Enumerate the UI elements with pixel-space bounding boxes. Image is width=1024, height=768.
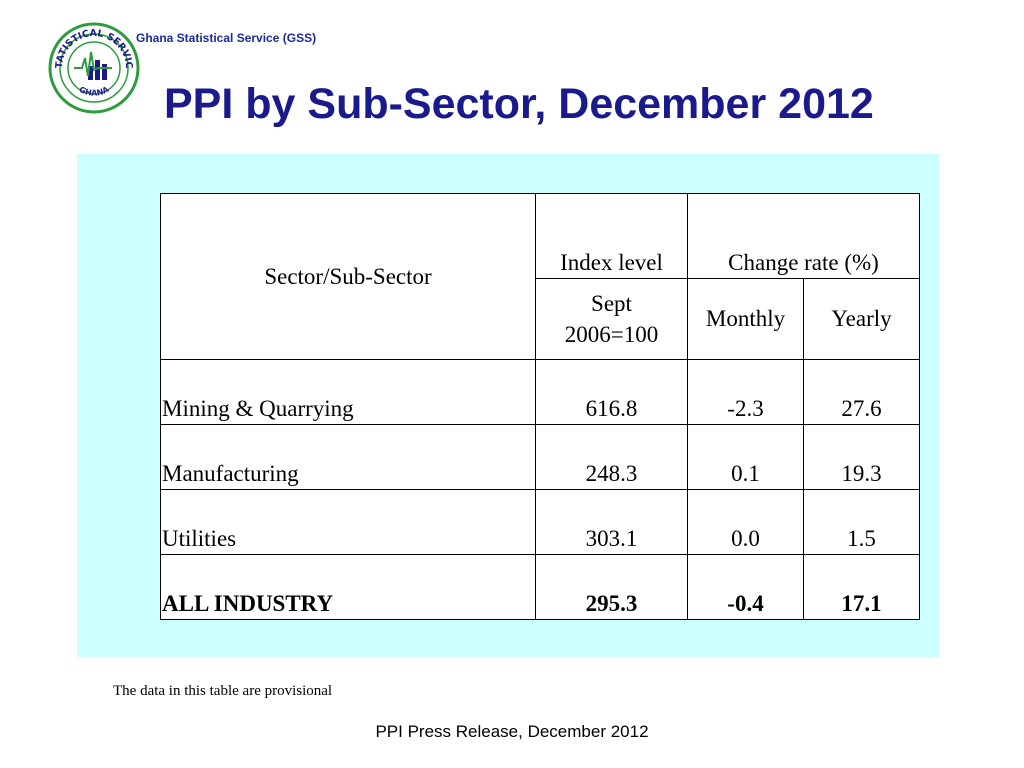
subheader-base-line1: Sept [591, 290, 632, 316]
row-monthly-value: -0.4 [687, 554, 804, 620]
table-row: Manufacturing 248.3 0.1 19.3 [160, 424, 920, 490]
table-header-row: Sector/Sub-Sector Index level Change rat… [160, 193, 920, 360]
subheader-base-line2: 2006=100 [564, 322, 659, 347]
row-yearly-value: 1.5 [803, 489, 920, 555]
row-index-value: 248.3 [535, 424, 688, 490]
row-index-value: 295.3 [535, 554, 688, 620]
row-sector-name: Manufacturing [160, 424, 536, 490]
slide-title: PPI by Sub-Sector, December 2012 [164, 80, 874, 128]
row-yearly-value: 27.6 [803, 359, 920, 425]
subheader-monthly: Monthly [687, 278, 804, 360]
svg-text:GHANA: GHANA [78, 85, 111, 98]
subheader-yearly: Yearly [803, 278, 920, 360]
row-index-value: 303.1 [535, 489, 688, 555]
header-change-rate: Change rate (%) [687, 193, 920, 279]
footnote: The data in this table are provisional [113, 683, 333, 699]
header-index-level: Index level [535, 193, 688, 279]
org-name: Ghana Statistical Service (GSS) [136, 31, 317, 45]
table-row: Utilities 303.1 0.0 1.5 [160, 489, 920, 555]
row-sector-name: Mining & Quarrying [160, 359, 536, 425]
row-sector-name: Utilities [160, 489, 536, 555]
logo-ring-text-bottom: GHANA [78, 85, 111, 98]
row-sector-name: ALL INDUSTRY [160, 554, 536, 620]
table-row-total: ALL INDUSTRY 295.3 -0.4 17.1 [160, 554, 920, 620]
slide-footer: PPI Press Release, December 2012 [375, 722, 649, 741]
header-sector: Sector/Sub-Sector [160, 193, 536, 360]
table-row: Mining & Quarrying 616.8 -2.3 27.6 [160, 359, 920, 425]
row-monthly-value: 0.1 [687, 424, 804, 490]
row-monthly-value: 0.0 [687, 489, 804, 555]
ppi-table: Sector/Sub-Sector Index level Change rat… [160, 193, 920, 620]
subheader-base-period: Sept 2006=100 [535, 278, 688, 360]
gss-logo: STATISTICAL SERVICE GHANA [45, 14, 140, 114]
row-monthly-value: -2.3 [687, 359, 804, 425]
row-index-value: 616.8 [535, 359, 688, 425]
table-subheader-row: Sept 2006=100 Monthly Yearly [161, 278, 920, 360]
row-yearly-value: 19.3 [803, 424, 920, 490]
row-yearly-value: 17.1 [803, 554, 920, 620]
